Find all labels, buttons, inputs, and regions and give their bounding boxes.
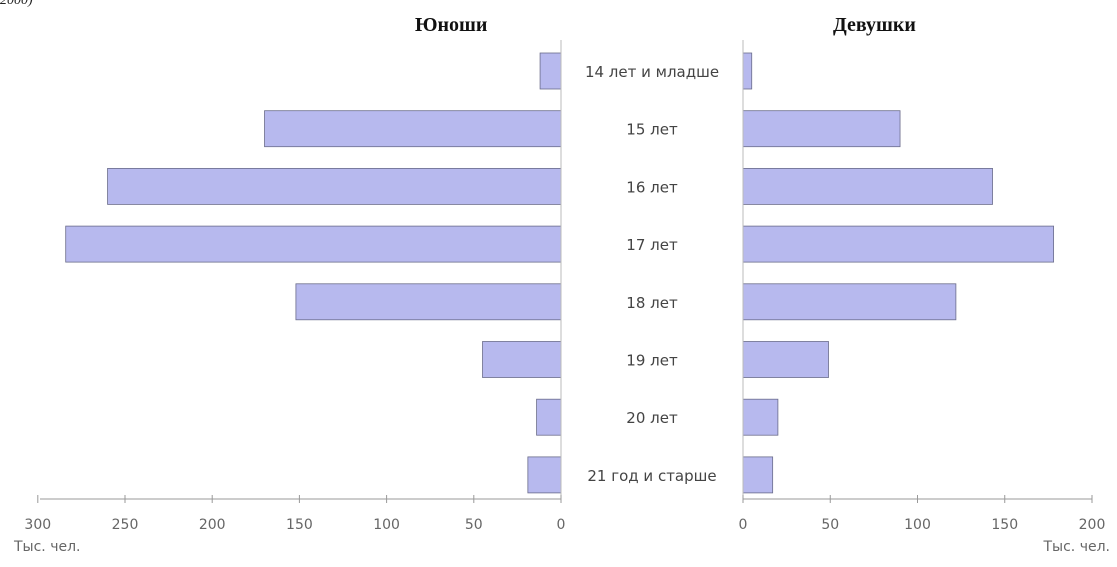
category-label-5: 19 лет [626, 352, 678, 370]
category-label-6: 20 лет [626, 409, 678, 427]
left-tick-label-4: 100 [373, 517, 400, 533]
category-label-2: 16 лет [626, 178, 678, 196]
bar-female-0 [742, 52, 753, 90]
bar-male-6 [536, 398, 562, 436]
category-labels: 14 лет и младше 15 лет 16 лет 17 лет 18 лет 1… [585, 63, 719, 485]
bar-female-5 [742, 341, 829, 378]
left-tick-label-6: 0 [557, 517, 566, 533]
category-label-1: 15 лет [626, 121, 678, 139]
category-label-7: 21 год и старше [587, 467, 716, 485]
left-series-title: Юноши [415, 14, 488, 36]
bar-male-7 [527, 456, 562, 494]
right-tick-label-3: 150 [991, 517, 1018, 533]
bar-female-6 [742, 398, 779, 436]
bar-female-1 [742, 110, 901, 148]
female-bars [742, 52, 1055, 494]
bar-male-4 [295, 283, 562, 321]
axes: 300 250 200 150 100 50 0 0 50 100 150 200 Тыс. чел. Т… [13, 40, 1110, 555]
left-tick-label-5: 50 [465, 517, 483, 533]
bar-male-5 [482, 341, 562, 378]
left-tick-label-2: 200 [199, 517, 226, 533]
bar-female-7 [742, 456, 774, 494]
category-label-0: 14 лет и младше [585, 63, 719, 81]
bar-male-0 [539, 52, 562, 90]
right-axis-unit: Тыс. чел. [1043, 539, 1111, 555]
bar-female-2 [742, 167, 993, 205]
left-tick-label-0: 300 [24, 517, 51, 533]
bar-female-3 [742, 225, 1055, 263]
right-tick-label-0: 0 [739, 517, 748, 533]
category-label-4: 18 лет [626, 294, 678, 312]
category-label-3: 17 лет [626, 236, 678, 254]
bar-female-4 [742, 283, 957, 321]
bar-male-3 [65, 225, 562, 263]
right-series-title: Девушки [833, 14, 916, 36]
right-tick-label-1: 50 [821, 517, 839, 533]
male-bars [65, 52, 562, 494]
left-axis-unit: Тыс. чел. [13, 539, 81, 555]
right-tick-label-2: 100 [904, 517, 931, 533]
bar-male-1 [264, 110, 562, 148]
left-tick-label-1: 250 [112, 517, 139, 533]
caption-fragment: 2000) [0, 0, 33, 8]
right-tick-label-4: 200 [1079, 517, 1106, 533]
left-tick-label-3: 150 [286, 517, 313, 533]
bar-male-2 [107, 167, 562, 205]
